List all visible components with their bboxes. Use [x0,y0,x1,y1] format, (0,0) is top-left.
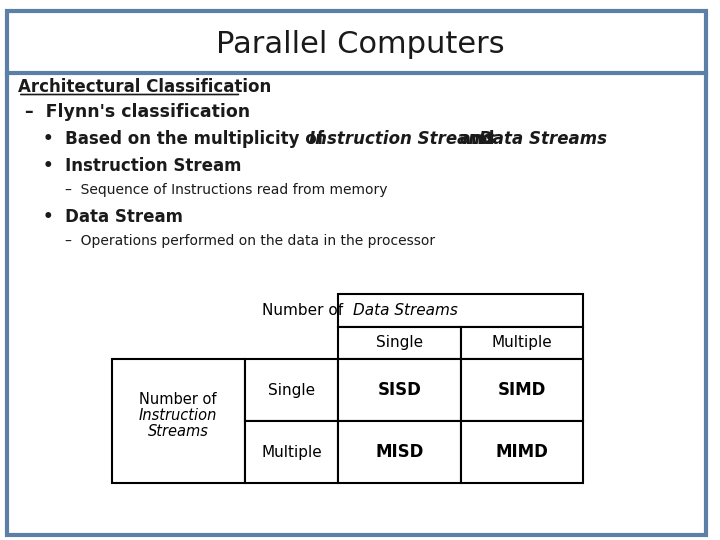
Bar [245,421,338,483]
Text: Single: Single [268,383,315,397]
Text: and: and [454,130,500,148]
Text: –  Sequence of Instructions read from memory: – Sequence of Instructions read from mem… [65,183,387,197]
Bar [338,359,461,421]
Text: Multiple: Multiple [492,335,552,350]
Bar [245,359,338,421]
Text: Streams: Streams [148,424,209,440]
Text: Data Streams: Data Streams [353,303,458,318]
Bar [338,327,461,359]
Text: Instruction Streams: Instruction Streams [308,130,495,148]
Bar [461,359,583,421]
Bar [112,359,245,483]
Text: MIMD: MIMD [495,443,549,461]
Text: Parallel Computers: Parallel Computers [216,30,504,59]
Text: •  Instruction Stream: • Instruction Stream [43,157,242,175]
Text: Instruction: Instruction [139,408,217,423]
Bar [338,294,583,327]
Text: •  Data Stream: • Data Stream [43,208,183,226]
Bar [461,421,583,483]
Text: Number of: Number of [140,392,217,407]
Text: MISD: MISD [375,443,424,461]
Text: SIMD: SIMD [498,381,546,399]
Text: –  Flynn's classification: – Flynn's classification [25,103,251,121]
Text: Multiple: Multiple [261,445,322,460]
Text: –  Operations performed on the data in the processor: – Operations performed on the data in th… [65,234,435,248]
Text: Data Streams: Data Streams [479,130,607,148]
Bar [461,327,583,359]
Text: SISD: SISD [378,381,421,399]
Text: Number of: Number of [263,303,348,318]
Bar [338,421,461,483]
Text: Architectural Classification: Architectural Classification [18,78,271,97]
Text: •  Based on the multiplicity of: • Based on the multiplicity of [43,130,330,148]
Text: Single: Single [376,335,423,350]
